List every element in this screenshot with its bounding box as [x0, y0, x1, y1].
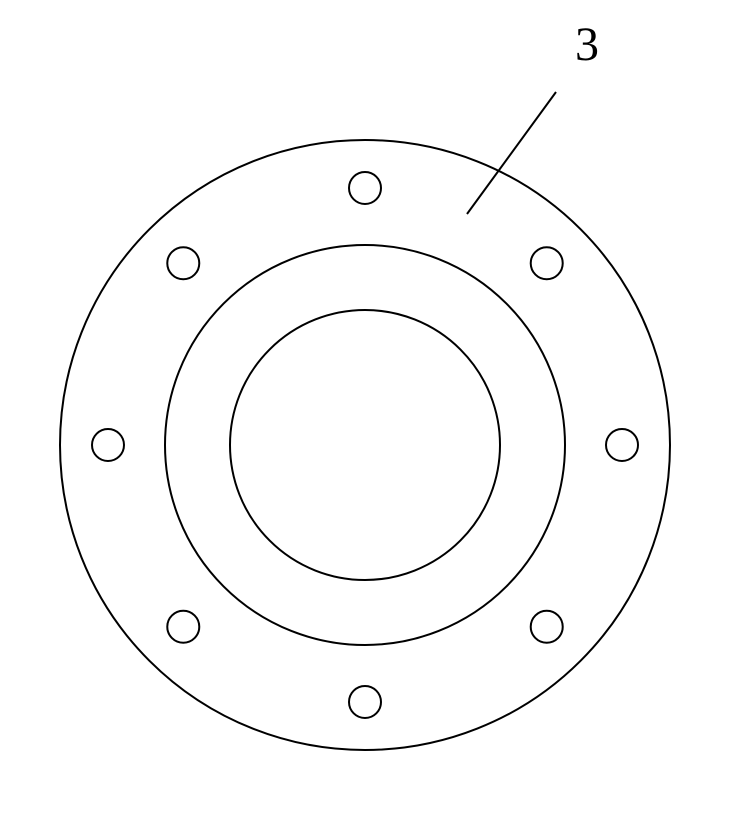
bolt-hole	[531, 611, 563, 643]
middle-ring	[165, 245, 565, 645]
bolt-hole	[349, 172, 381, 204]
outer-ring	[60, 140, 670, 750]
callout-leader	[467, 92, 556, 214]
callout-label: 3	[575, 18, 599, 71]
inner-ring	[230, 310, 500, 580]
bolt-hole	[606, 429, 638, 461]
bolt-hole	[167, 247, 199, 279]
bolt-hole	[349, 686, 381, 718]
flange-diagram: 3	[0, 0, 735, 836]
bolt-hole	[167, 611, 199, 643]
bolt-hole	[531, 247, 563, 279]
bolt-hole	[92, 429, 124, 461]
